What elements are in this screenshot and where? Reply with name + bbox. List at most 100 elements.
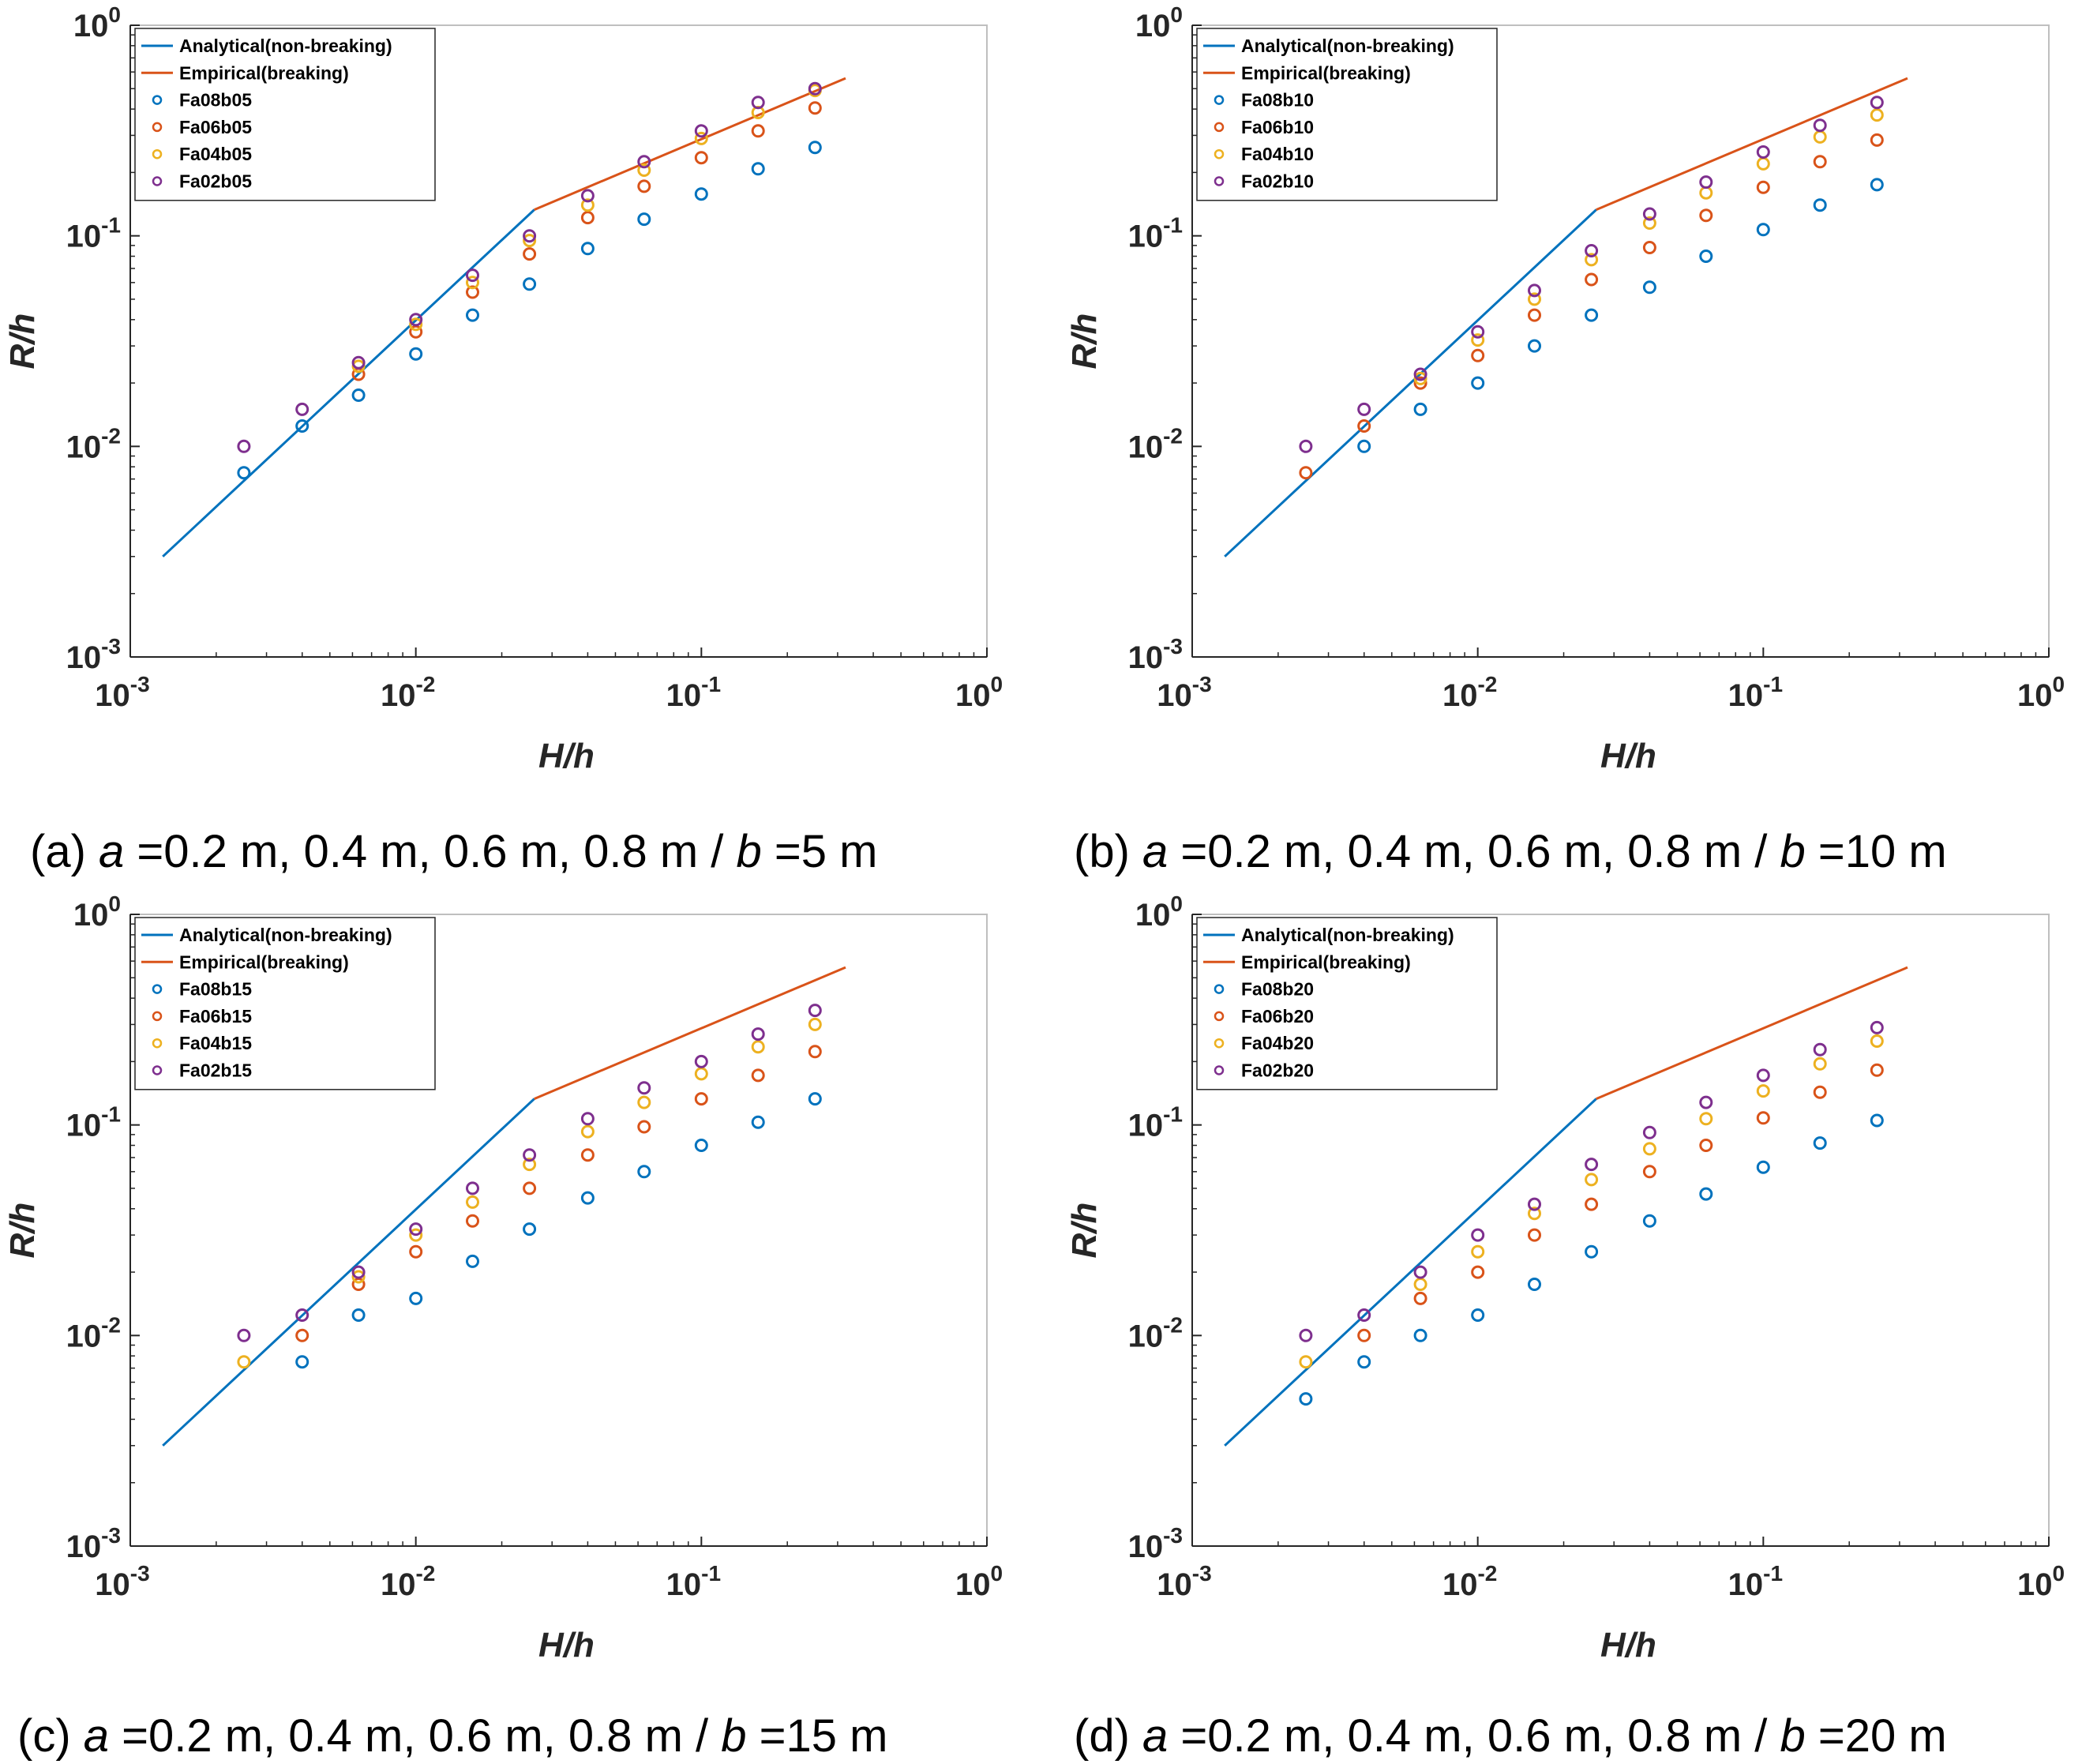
x-tick-label: 10-1 bbox=[1728, 672, 1783, 713]
data-point-fa08b15 bbox=[808, 1092, 822, 1106]
analytical-line bbox=[162, 1098, 535, 1447]
data-point-fa06b20 bbox=[1528, 1228, 1541, 1242]
data-point-fa04b15 bbox=[808, 1017, 822, 1031]
panel-caption: (c) a =0.2 m, 0.4 m, 0.6 m, 0.8 m / b =1… bbox=[17, 1710, 887, 1762]
x-axis-label: H/h bbox=[538, 1626, 595, 1665]
data-point-fa08b15 bbox=[637, 1165, 651, 1179]
data-point-fa08b15 bbox=[409, 1291, 423, 1305]
x-tick-label: 10-3 bbox=[1157, 672, 1211, 713]
x-tick-label: 10-1 bbox=[666, 672, 721, 713]
data-point-fa06b10 bbox=[1528, 308, 1541, 322]
data-point-fa08b15 bbox=[351, 1308, 366, 1322]
legend-marker-swatch bbox=[1214, 95, 1225, 105]
data-point-fa04b10 bbox=[1528, 292, 1541, 306]
data-point-fa02b15 bbox=[466, 1181, 479, 1195]
y-tick-label: 100 bbox=[73, 891, 121, 933]
data-point-fa04b10 bbox=[1642, 216, 1656, 230]
data-point-fa08b20 bbox=[1299, 1392, 1313, 1406]
data-point-fa04b05 bbox=[523, 234, 537, 248]
legend-entry: Fa08b15 bbox=[179, 979, 252, 1000]
data-point-fa02b20 bbox=[1699, 1095, 1713, 1109]
data-point-fa04b15 bbox=[466, 1195, 479, 1209]
y-tick-label: 10-2 bbox=[66, 1312, 121, 1353]
data-point-fa06b15 bbox=[808, 1045, 822, 1059]
data-point-fa08b10 bbox=[1813, 198, 1827, 212]
empirical-line bbox=[534, 966, 846, 1100]
data-point-fa02b05 bbox=[523, 229, 537, 243]
chart-panel-d: 10-3 10-2 10-1 100 10-3 10-2 10-1 100 H/h R/h Anal… bbox=[1065, 891, 2065, 1762]
data-point-fa08b05 bbox=[808, 141, 822, 155]
data-point-fa02b05 bbox=[808, 81, 822, 96]
x-tick-label: 10-2 bbox=[1442, 672, 1497, 713]
empirical-line bbox=[1596, 966, 1908, 1100]
data-point-fa04b05 bbox=[694, 131, 708, 145]
data-point-fa06b05 bbox=[694, 151, 708, 165]
data-point-fa04b15 bbox=[351, 1270, 366, 1284]
data-point-fa08b10 bbox=[1870, 178, 1884, 192]
data-point-fa08b20 bbox=[1585, 1244, 1599, 1259]
legend-entry: Fa04b20 bbox=[1241, 1033, 1314, 1053]
y-tick-label: 100 bbox=[1135, 891, 1183, 933]
y-tick-label: 10-3 bbox=[66, 1523, 121, 1564]
legend-entry: Fa02b20 bbox=[1241, 1060, 1314, 1081]
chart-panel-a: 10-3 10-2 10-1 100 10-3 10-2 10-1 100 H/h R/h Anal… bbox=[3, 2, 1003, 877]
legend-marker-swatch bbox=[152, 1038, 163, 1049]
data-point-fa08b05 bbox=[237, 466, 251, 480]
data-point-fa08b05 bbox=[751, 162, 765, 176]
legend-marker-swatch bbox=[1214, 984, 1225, 994]
data-point-fa06b20 bbox=[1471, 1265, 1485, 1279]
data-point-fa06b15 bbox=[466, 1214, 479, 1228]
data-point-fa06b05 bbox=[580, 211, 595, 225]
data-point-fa08b15 bbox=[466, 1254, 479, 1268]
legend-entry: Fa02b05 bbox=[179, 171, 252, 192]
legend-box bbox=[134, 28, 436, 201]
y-tick-label: 10-3 bbox=[66, 634, 121, 675]
data-point-fa04b20 bbox=[1585, 1173, 1599, 1187]
y-tick-label: 10-3 bbox=[1128, 634, 1183, 675]
data-point-fa02b20 bbox=[1357, 1308, 1371, 1322]
data-point-fa02b15 bbox=[237, 1328, 251, 1342]
data-point-fa06b10 bbox=[1756, 180, 1770, 194]
data-point-fa04b20 bbox=[1528, 1207, 1541, 1221]
data-point-fa06b10 bbox=[1299, 466, 1313, 480]
legend-marker-swatch bbox=[152, 148, 163, 160]
data-point-fa06b10 bbox=[1642, 241, 1656, 254]
data-point-fa04b15 bbox=[580, 1124, 595, 1139]
data-point-fa08b10 bbox=[1471, 376, 1485, 390]
x-tick-label: 10-3 bbox=[95, 1561, 149, 1602]
data-point-fa04b10 bbox=[1471, 333, 1485, 347]
data-point-fa08b05 bbox=[637, 212, 651, 227]
data-point-fa06b05 bbox=[808, 101, 822, 115]
data-point-fa04b20 bbox=[1642, 1142, 1656, 1156]
legend-marker-swatch bbox=[1214, 122, 1225, 133]
y-tick-label: 10-3 bbox=[1128, 1523, 1183, 1564]
data-point-fa08b05 bbox=[351, 388, 366, 402]
data-point-fa02b10 bbox=[1642, 207, 1656, 221]
data-point-fa06b15 bbox=[295, 1328, 309, 1342]
data-point-fa02b20 bbox=[1471, 1228, 1485, 1242]
data-point-fa02b15 bbox=[523, 1148, 537, 1162]
legend-marker-swatch bbox=[152, 95, 163, 105]
data-point-fa06b10 bbox=[1471, 348, 1485, 362]
x-tick-label: 100 bbox=[2017, 672, 2065, 713]
data-point-fa08b20 bbox=[1528, 1278, 1541, 1291]
data-point-fa08b20 bbox=[1699, 1187, 1713, 1201]
data-point-fa08b20 bbox=[1813, 1136, 1827, 1150]
x-tick-label: 10-3 bbox=[95, 672, 149, 713]
data-point-fa06b20 bbox=[1357, 1328, 1371, 1342]
legend-box bbox=[1196, 917, 1498, 1090]
data-point-fa02b15 bbox=[409, 1222, 423, 1237]
analytical-line bbox=[1224, 1098, 1597, 1447]
y-tick-label: 10-2 bbox=[1128, 1312, 1183, 1353]
legend-entry: Fa06b05 bbox=[179, 117, 252, 137]
chart-panel-c: 10-3 10-2 10-1 100 10-3 10-2 10-1 100 H/h R/h Anal… bbox=[3, 891, 1003, 1762]
data-point-fa06b05 bbox=[523, 247, 537, 261]
data-point-fa08b05 bbox=[466, 308, 479, 322]
data-point-fa02b05 bbox=[637, 155, 651, 169]
data-point-fa02b05 bbox=[580, 189, 595, 203]
data-point-fa06b20 bbox=[1413, 1291, 1427, 1305]
data-point-fa02b15 bbox=[751, 1027, 765, 1042]
data-point-fa02b20 bbox=[1642, 1125, 1656, 1139]
legend-entry: Empirical(breaking) bbox=[1241, 62, 1411, 83]
data-point-fa02b20 bbox=[1528, 1197, 1541, 1211]
